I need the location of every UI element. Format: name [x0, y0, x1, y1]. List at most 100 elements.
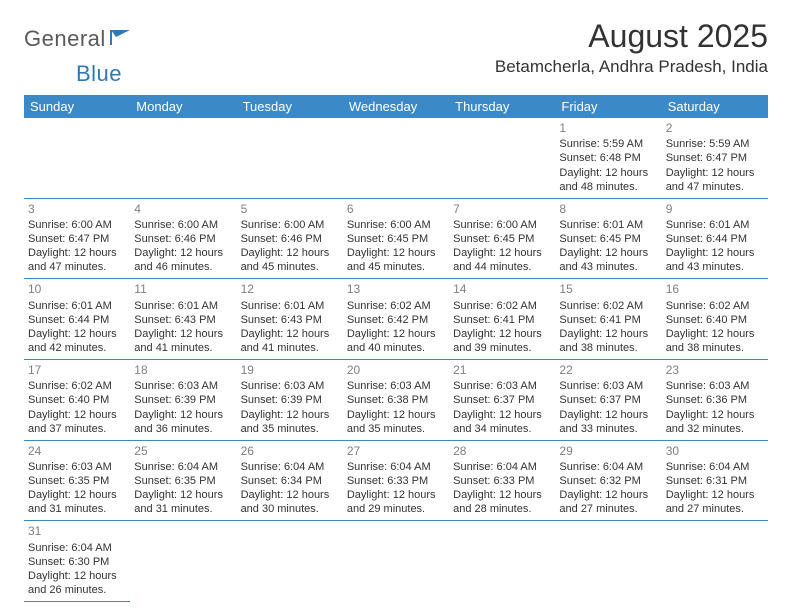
day-detail: Sunset: 6:45 PM — [559, 232, 657, 246]
day-detail: Sunset: 6:41 PM — [559, 313, 657, 327]
day-detail: Daylight: 12 hours — [28, 569, 126, 583]
day-detail: and 43 minutes. — [559, 260, 657, 274]
calendar-cell: 14Sunrise: 6:02 AMSunset: 6:41 PMDayligh… — [449, 279, 555, 360]
day-detail: and 29 minutes. — [347, 502, 445, 516]
col-saturday: Saturday — [662, 95, 768, 118]
location-subtitle: Betamcherla, Andhra Pradesh, India — [495, 57, 768, 77]
day-detail: and 45 minutes. — [347, 260, 445, 274]
day-number: 16 — [666, 282, 764, 297]
calendar-cell: 19Sunrise: 6:03 AMSunset: 6:39 PMDayligh… — [237, 360, 343, 441]
day-detail: Sunrise: 6:04 AM — [453, 460, 551, 474]
day-detail: Daylight: 12 hours — [241, 246, 339, 260]
day-detail: Daylight: 12 hours — [28, 408, 126, 422]
day-detail: Daylight: 12 hours — [347, 327, 445, 341]
day-number: 28 — [453, 444, 551, 459]
day-detail: Sunrise: 6:01 AM — [134, 299, 232, 313]
calendar-cell: 16Sunrise: 6:02 AMSunset: 6:40 PMDayligh… — [662, 279, 768, 360]
calendar-cell: 2Sunrise: 5:59 AMSunset: 6:47 PMDaylight… — [662, 118, 768, 198]
day-detail: Sunrise: 6:03 AM — [241, 379, 339, 393]
day-detail: Sunrise: 6:01 AM — [28, 299, 126, 313]
calendar-row: 24Sunrise: 6:03 AM Sunset: 6:35 PM Dayligh… — [24, 440, 768, 521]
day-detail: Sunset: 6:38 PM — [347, 393, 445, 407]
day-detail: Sunset: 6:42 PM — [347, 313, 445, 327]
calendar-cell: 30Sunrise: 6:04 AMSunset: 6:31 PMDayligh… — [662, 440, 768, 521]
day-number: 19 — [241, 363, 339, 378]
weekday-header-row: Sunday Monday Tuesday Wednesday Thursday… — [24, 95, 768, 118]
day-detail: and 32 minutes. — [666, 422, 764, 436]
calendar-row: 10Sunrise: 6:01 AMSunset: 6:44 PMDayligh… — [24, 279, 768, 360]
calendar-cell: 12Sunrise: 6:01 AMSunset: 6:43 PMDayligh… — [237, 279, 343, 360]
day-detail: Daylight: 12 hours — [666, 246, 764, 260]
calendar-cell: 3Sunrise: 6:00 AMSunset: 6:47 PMDaylight… — [24, 198, 130, 279]
calendar-row: 31Sunrise: 6:04 AMSunset: 6:30 PMDayligh… — [24, 521, 768, 602]
brand-logo: General — [24, 18, 132, 52]
day-detail: and 31 minutes. — [28, 502, 126, 516]
day-number: 5 — [241, 202, 339, 217]
day-detail: and 31 minutes. — [134, 502, 232, 516]
day-number: 29 — [559, 444, 657, 459]
day-detail: Sunset: 6:40 PM — [28, 393, 126, 407]
calendar-cell — [237, 118, 343, 198]
day-number: 2 — [666, 121, 764, 136]
calendar-table: Sunday Monday Tuesday Wednesday Thursday… — [24, 95, 768, 602]
day-detail: Daylight: 12 hours — [241, 488, 339, 502]
day-detail: Sunrise: 6:03 AM — [28, 460, 126, 474]
day-number: 8 — [559, 202, 657, 217]
calendar-cell: 5Sunrise: 6:00 AMSunset: 6:46 PMDaylight… — [237, 198, 343, 279]
day-detail: Daylight: 12 hours — [28, 246, 126, 260]
calendar-cell: 22Sunrise: 6:03 AMSunset: 6:37 PMDayligh… — [555, 360, 661, 441]
day-detail: Sunrise: 6:00 AM — [28, 218, 126, 232]
calendar-cell — [343, 521, 449, 602]
logo-text-blue: Blue — [76, 61, 122, 86]
day-detail: Sunset: 6:32 PM — [559, 474, 657, 488]
day-number: 3 — [28, 202, 126, 217]
day-detail: and 34 minutes. — [453, 422, 551, 436]
day-detail: Daylight: 12 hours — [453, 488, 551, 502]
day-detail: Sunrise: 6:04 AM — [666, 460, 764, 474]
day-number: 15 — [559, 282, 657, 297]
day-detail: Daylight: 12 hours — [666, 327, 764, 341]
day-detail: and 47 minutes. — [666, 180, 764, 194]
col-thursday: Thursday — [449, 95, 555, 118]
day-detail: Sunrise: 6:04 AM — [134, 460, 232, 474]
day-detail: Sunrise: 5:59 AM — [559, 137, 657, 151]
day-detail: and 36 minutes. — [134, 422, 232, 436]
calendar-cell: 15 Sunrise: 6:02 AMSunset: 6:41 PMDayligh… — [555, 279, 661, 360]
day-detail: Sunrise: 6:04 AM — [347, 460, 445, 474]
day-number: 30 — [666, 444, 764, 459]
day-detail: Sunrise: 6:04 AM — [241, 460, 339, 474]
day-detail: Daylight: 12 hours — [241, 408, 339, 422]
calendar-cell — [555, 521, 661, 602]
day-detail: Sunset: 6:36 PM — [666, 393, 764, 407]
day-detail: Daylight: 12 hours — [559, 488, 657, 502]
day-detail: Sunrise: 6:02 AM — [559, 299, 657, 313]
day-detail: Sunset: 6:33 PM — [347, 474, 445, 488]
day-number: 13 — [347, 282, 445, 297]
day-detail: Sunset: 6:34 PM — [241, 474, 339, 488]
day-detail: Daylight: 12 hours — [453, 327, 551, 341]
day-number: 24 — [28, 444, 126, 459]
day-detail: Sunset: 6:47 PM — [28, 232, 126, 246]
day-detail: Sunrise: 6:01 AM — [666, 218, 764, 232]
day-detail: Daylight: 12 hours — [559, 327, 657, 341]
day-detail: Sunset: 6:31 PM — [666, 474, 764, 488]
day-number: 21 — [453, 363, 551, 378]
flag-icon — [110, 28, 132, 51]
day-detail: Daylight: 12 hours — [453, 246, 551, 260]
calendar-cell — [343, 118, 449, 198]
col-friday: Friday — [555, 95, 661, 118]
day-detail: Sunset: 6:35 PM — [134, 474, 232, 488]
day-number: 9 — [666, 202, 764, 217]
day-detail: Sunset: 6:47 PM — [666, 151, 764, 165]
logo-text-general: General — [24, 26, 106, 52]
day-detail: Sunrise: 6:02 AM — [28, 379, 126, 393]
day-detail: Sunset: 6:37 PM — [453, 393, 551, 407]
day-detail: Sunset: 6:44 PM — [666, 232, 764, 246]
day-detail: and 35 minutes. — [347, 422, 445, 436]
day-detail: Sunrise: 6:03 AM — [666, 379, 764, 393]
day-detail: Daylight: 12 hours — [347, 488, 445, 502]
calendar-row: 1Sunrise: 5:59 AMSunset: 6:48 PMDaylight… — [24, 118, 768, 198]
day-detail: Sunset: 6:45 PM — [453, 232, 551, 246]
col-monday: Monday — [130, 95, 236, 118]
day-detail: Sunset: 6:45 PM — [347, 232, 445, 246]
